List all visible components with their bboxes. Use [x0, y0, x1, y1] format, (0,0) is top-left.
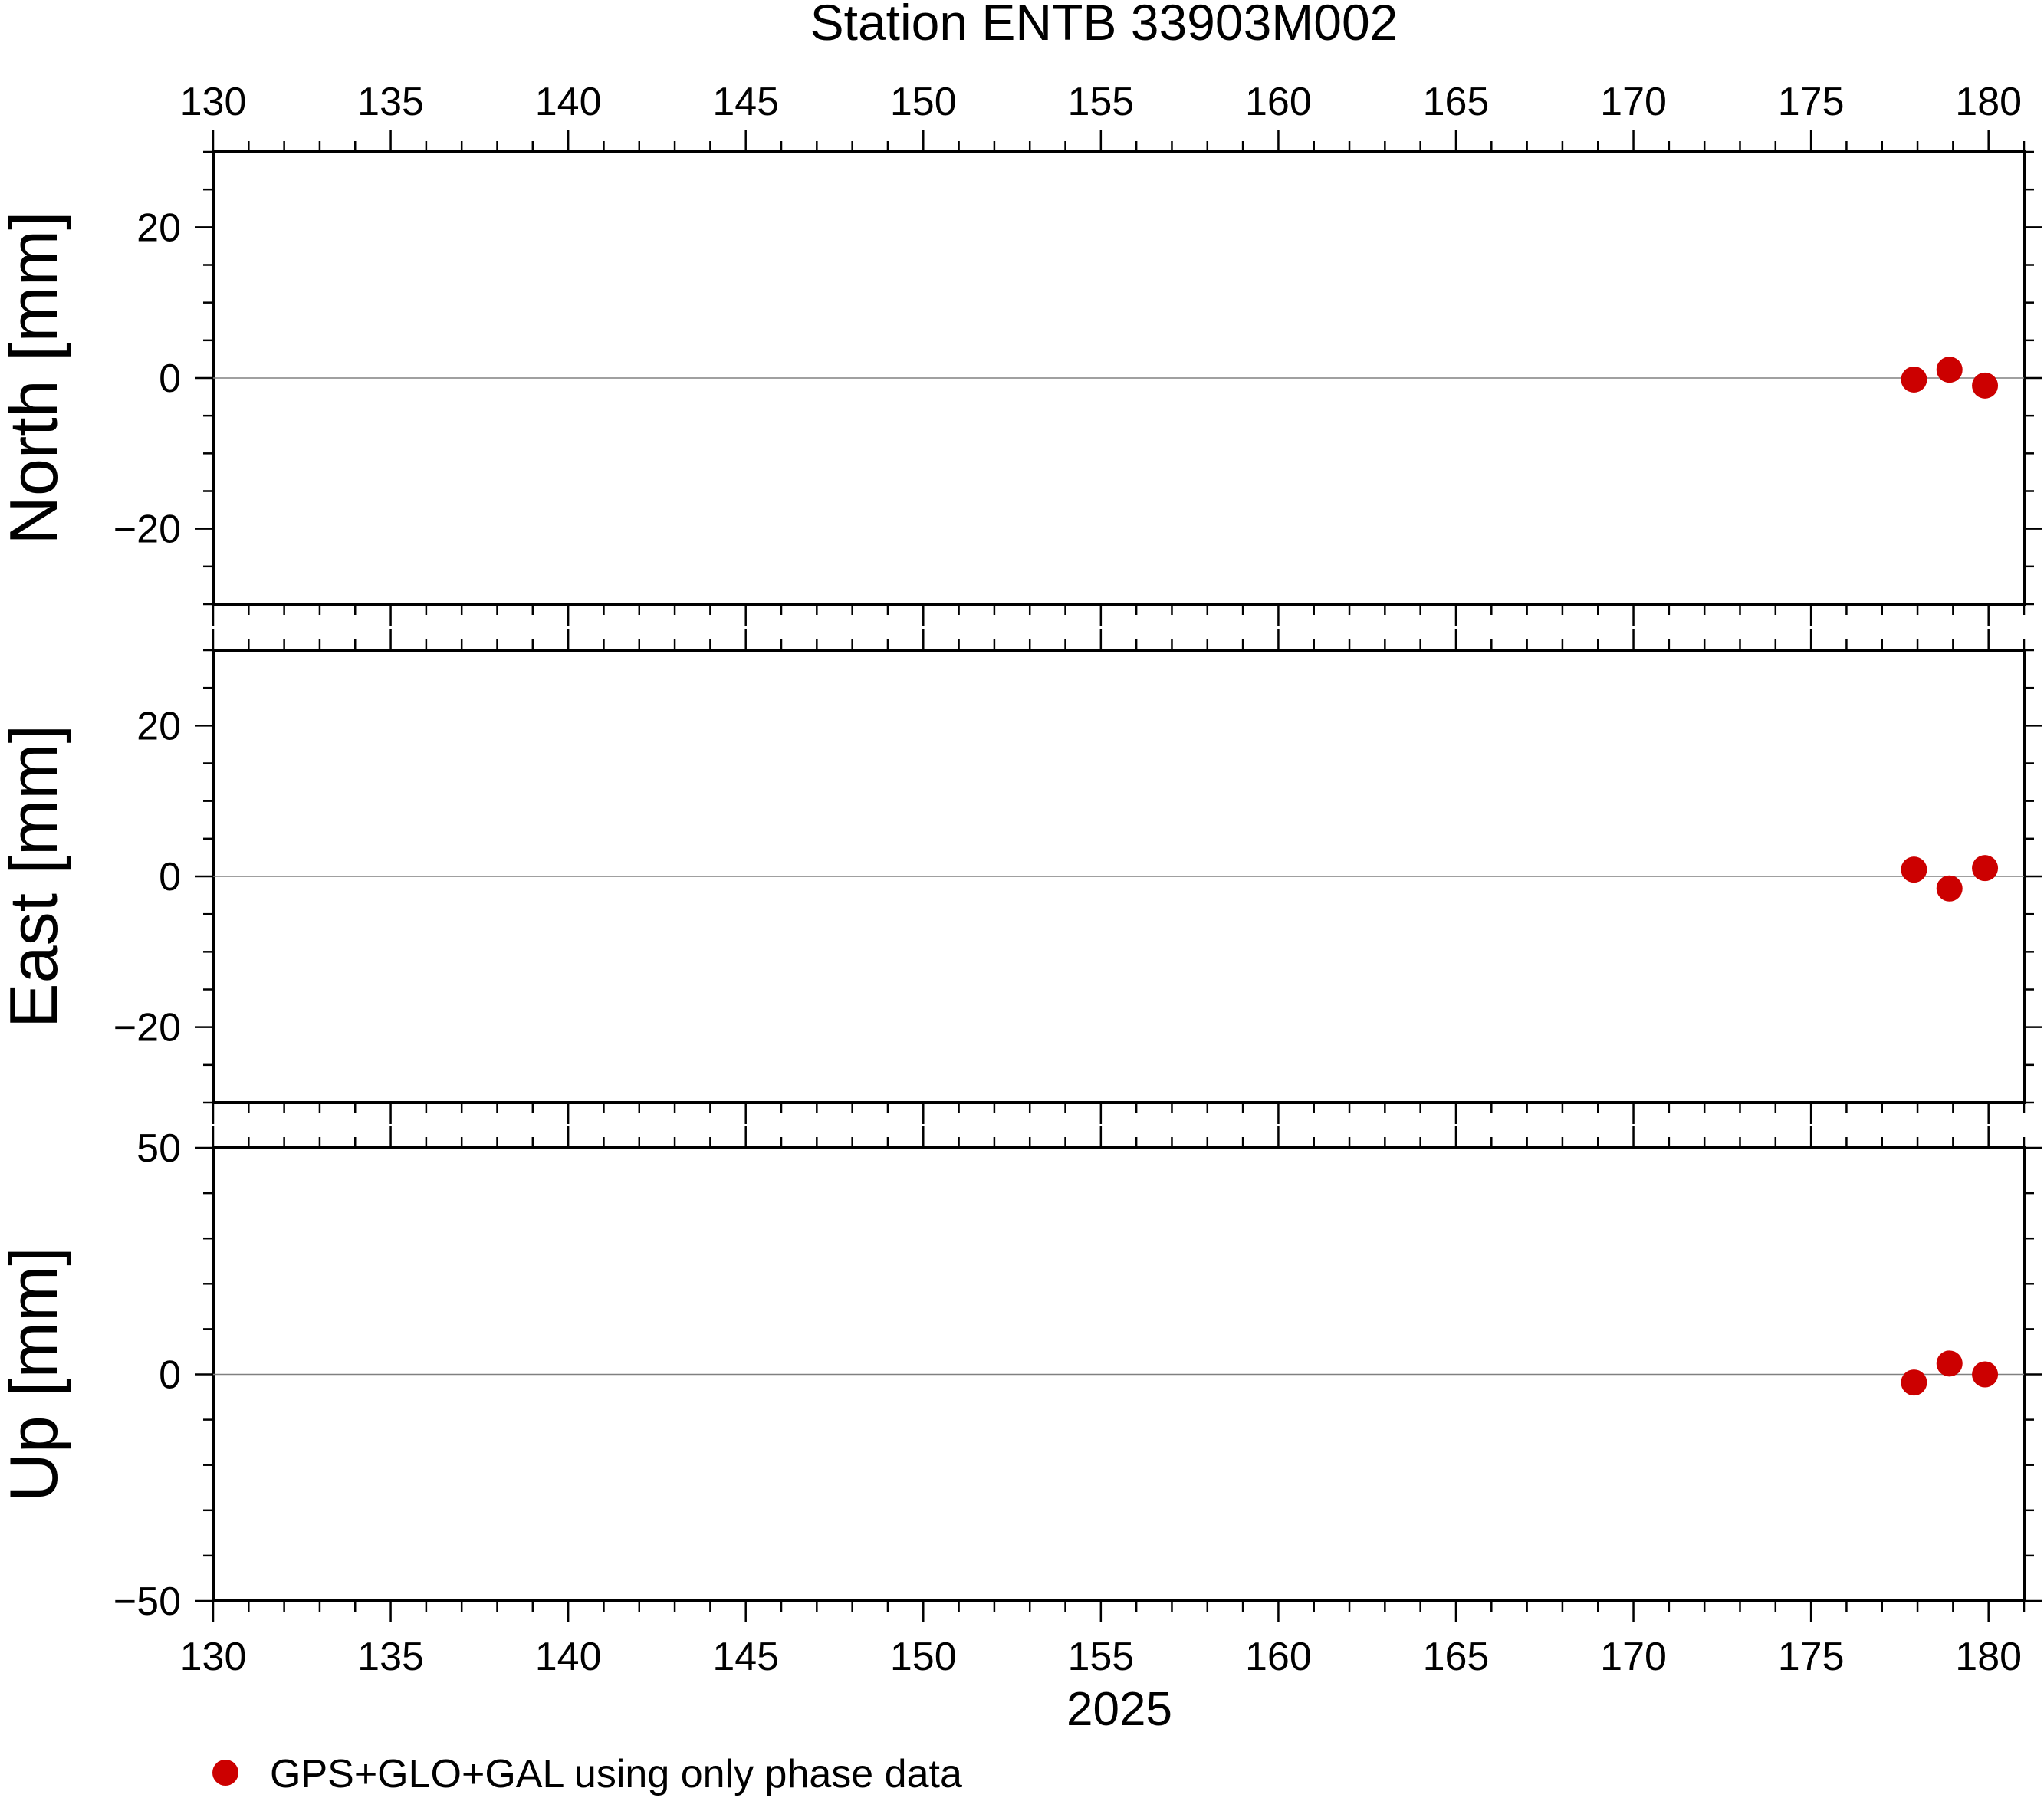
x-tick-label-top: 150 [890, 80, 957, 124]
data-point [1972, 372, 1999, 399]
x-tick-label-top: 140 [535, 80, 602, 124]
x-tick-label-bottom: 155 [1067, 1635, 1134, 1679]
y-axis-label: North [mm] [0, 211, 71, 544]
panel-2: 50 0 −50 Up [mm] [0, 1126, 2042, 1624]
x-tick-label-bottom: 130 [180, 1635, 247, 1679]
x-tick-label-top: 130 [180, 80, 247, 124]
y-axis-label: East [mm] [0, 725, 71, 1028]
y-tick-label: 50 [136, 1126, 181, 1171]
y-tick-label: −20 [113, 508, 181, 552]
data-point [1936, 875, 1963, 902]
data-point [1936, 357, 1963, 383]
chart-title: Station ENTB 33903M002 [810, 0, 1398, 51]
data-point [1936, 1350, 1963, 1377]
data-point [1972, 1361, 1999, 1388]
y-tick-label: 0 [159, 1353, 181, 1398]
x-tick-label-bottom: 150 [890, 1635, 957, 1679]
x-tick-label-bottom: 135 [357, 1635, 424, 1679]
legend-marker [212, 1760, 238, 1786]
panel-0: 20 0 −20 North [mm] [0, 130, 2042, 626]
data-point [1901, 856, 1927, 883]
y-tick-label: 20 [136, 704, 181, 748]
data-point [1901, 366, 1927, 393]
data-point [1972, 855, 1999, 882]
x-tick-label-top: 165 [1423, 80, 1490, 124]
y-tick-label: −50 [113, 1579, 181, 1624]
x-tick-label-bottom: 140 [535, 1635, 602, 1679]
panels-group: 20 0 −20 North [mm] 20 0 −20 East [mm] 50 0 −50 Up … [0, 130, 2042, 1624]
y-tick-label: 20 [136, 205, 181, 250]
x-tick-label-bottom: 145 [712, 1635, 779, 1679]
x-tick-label-top: 180 [1955, 80, 2022, 124]
data-point [1901, 1369, 1927, 1396]
bottom-x-axis: 130 135 140 145 150 155 160 165 170 175 180 [180, 1635, 2022, 1679]
x-tick-label-top: 170 [1600, 80, 1667, 124]
top-x-axis: 130 135 140 145 150 155 160 165 170 175 180 [180, 80, 2022, 124]
x-axis-label: 2025 [1066, 1683, 1172, 1736]
y-tick-label: 0 [159, 855, 181, 899]
x-tick-label-bottom: 160 [1245, 1635, 1312, 1679]
y-axis-label: Up [mm] [0, 1247, 71, 1501]
x-tick-label-top: 160 [1245, 80, 1312, 124]
legend: GPS+GLO+GAL using only phase data [212, 1752, 962, 1796]
x-tick-label-bottom: 165 [1423, 1635, 1490, 1679]
panel-1: 20 0 −20 East [mm] [0, 629, 2042, 1124]
y-tick-label: 0 [159, 357, 181, 401]
x-tick-label-bottom: 180 [1955, 1635, 2022, 1679]
x-tick-label-bottom: 175 [1778, 1635, 1845, 1679]
x-tick-label-bottom: 170 [1600, 1635, 1667, 1679]
y-tick-label: −20 [113, 1006, 181, 1050]
x-tick-label-top: 135 [357, 80, 424, 124]
legend-label: GPS+GLO+GAL using only phase data [270, 1752, 962, 1796]
x-tick-label-top: 175 [1778, 80, 1845, 124]
x-tick-label-top: 155 [1067, 80, 1134, 124]
x-tick-label-top: 145 [712, 80, 779, 124]
